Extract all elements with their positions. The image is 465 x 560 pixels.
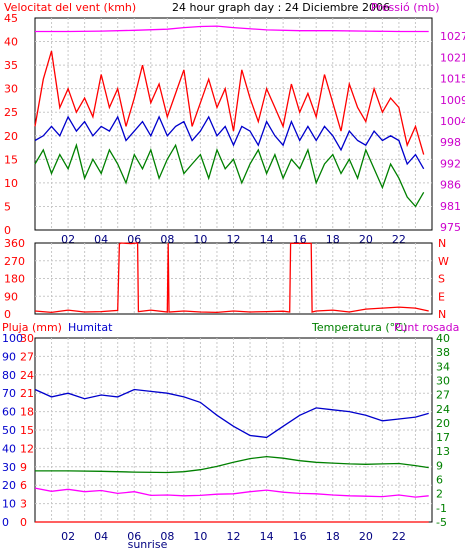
panel1-ytick-label: 35 xyxy=(4,59,18,72)
panel3-xtick-label: 14 xyxy=(260,530,274,543)
panel3-rain-tick-label: 60 xyxy=(2,406,16,419)
panel2-ytick-label: 90 xyxy=(4,290,18,303)
panel1-y2tick-label: 998 xyxy=(440,136,461,149)
panel3-temp-tick-label: 9 xyxy=(436,459,443,472)
panel2-ytick-label: 0 xyxy=(4,308,11,321)
panel1-y2tick-label: 1004 xyxy=(440,115,465,128)
panel2-series-line xyxy=(34,242,429,314)
panel3-inner-tick-label: 12 xyxy=(20,442,34,455)
panel3-xtick-label: 08 xyxy=(160,530,174,543)
panel2-compass-label: N xyxy=(438,308,446,321)
panel3-rain-tick-label: 50 xyxy=(2,424,16,437)
panel3-temp-tick-label: 40 xyxy=(436,332,450,345)
panel1-y2tick-label: 1027 xyxy=(440,30,465,43)
panel3-xtick-label: 20 xyxy=(359,530,373,543)
panel2-compass-label: W xyxy=(438,255,449,268)
panel1-y2tick-label: 1009 xyxy=(440,94,465,107)
panel3-inner-tick-label: 3 xyxy=(20,498,27,511)
panel3-inner-tick-label: 24 xyxy=(20,369,34,382)
panel1-ytick-label: 20 xyxy=(4,130,18,143)
panel3-temp-tick-label: 30 xyxy=(436,374,450,387)
panel3-temp-tick-label: -1 xyxy=(436,502,447,515)
panel3-temp-tick-label: 27 xyxy=(436,389,450,402)
panel2-ytick-label: 270 xyxy=(4,255,25,268)
panel3-rain-tick-label: 70 xyxy=(2,387,16,400)
panel2-compass-label: S xyxy=(438,273,445,286)
panel3-inner-tick-label: 0 xyxy=(20,516,27,529)
panel3-rain-tick-label: 10 xyxy=(2,498,16,511)
panel3-series-line xyxy=(35,455,429,474)
panel3-rain-tick-label: 90 xyxy=(2,350,16,363)
panel3-inner-tick-label: 27 xyxy=(20,350,34,363)
panel2-compass-label: E xyxy=(438,290,445,303)
panel1-y2tick-label: 986 xyxy=(440,179,461,192)
panel1-y2tick-label: 992 xyxy=(440,157,461,170)
panel3-sunrise-label: sunrise xyxy=(128,538,168,551)
panel2-ytick-label: 360 xyxy=(4,237,25,250)
panel1-ytick-label: 40 xyxy=(4,36,18,49)
panel1-y2tick-label: 975 xyxy=(440,221,461,234)
panel1-y2tick-label: 1021 xyxy=(440,51,465,64)
panel3-xtick-label: 12 xyxy=(227,530,241,543)
panel1-series-line xyxy=(34,50,425,155)
panel3-inner-tick-label: 9 xyxy=(20,461,27,474)
panel1-y2tick-label: 1015 xyxy=(440,73,465,86)
panel3-temp-tick-label: 6 xyxy=(436,474,443,487)
panel1-ytick-label: 15 xyxy=(4,153,18,166)
panel3-rain-tick-label: 40 xyxy=(2,442,16,455)
panel1-ytick-label: 0 xyxy=(4,224,11,237)
panel3-temp-tick-label: 20 xyxy=(436,417,450,430)
panel3-temp-tick-label: 13 xyxy=(436,445,450,458)
panel3-temp-label: Temperatura (°C) xyxy=(311,321,407,334)
panel1-ytick-label: 30 xyxy=(4,83,18,96)
panel1-series-line xyxy=(34,115,425,170)
panel1-ytick-label: 10 xyxy=(4,177,18,190)
panel3-rain-tick-label: 30 xyxy=(2,461,16,474)
header-title: 24 hour graph day : 24 Diciembre 2006 xyxy=(172,1,390,14)
panel3-series-line xyxy=(34,487,429,498)
panel3-temp-tick-label: 2 xyxy=(436,488,443,501)
panel3-rain-tick-label: 80 xyxy=(2,369,16,382)
panel3-temp-tick-label: 38 xyxy=(436,346,450,359)
panel2-ytick-label: 180 xyxy=(4,273,25,286)
panel3-inner-tick-label: 18 xyxy=(20,406,34,419)
panel1-series-line xyxy=(35,25,429,33)
panel3-xtick-label: 10 xyxy=(193,530,207,543)
panel3-inner-tick-label: 30 xyxy=(20,332,34,345)
header-wind-label: Velocitat del vent (kmh) xyxy=(4,1,136,14)
panel3-rain-tick-label: 0 xyxy=(2,516,9,529)
panel1-y2tick-label: 981 xyxy=(440,200,461,213)
panel3-temp-tick-label: 17 xyxy=(436,431,450,444)
panel1-ytick-label: 25 xyxy=(4,106,18,119)
panel3-rain-tick-label: 100 xyxy=(2,332,23,345)
panel3-xtick-label: 02 xyxy=(61,530,75,543)
panel2-compass-label: N xyxy=(438,237,446,250)
panel3-xtick-label: 06 xyxy=(127,530,141,543)
panel3-inner-tick-label: 6 xyxy=(20,479,27,492)
panel3-temp-tick-label: 24 xyxy=(436,403,450,416)
panel3-rain-tick-label: 20 xyxy=(2,479,16,492)
panel3-xtick-label: 18 xyxy=(326,530,340,543)
panel3-humitat-label: Humitat xyxy=(68,321,113,334)
panel3-xtick-label: 22 xyxy=(392,530,406,543)
panel1-series-line xyxy=(34,142,425,208)
panel3-dew-label: Punt rosada xyxy=(394,321,459,334)
header-pressure-label: Pressió (mb) xyxy=(371,1,440,14)
panel3-inner-tick-label: 21 xyxy=(20,387,34,400)
panel3-temp-tick-label: -5 xyxy=(436,516,447,529)
panel3-temp-tick-label: 34 xyxy=(436,360,450,373)
panel3-xtick-label: 16 xyxy=(293,530,307,543)
panel1-ytick-label: 5 xyxy=(4,200,11,213)
panel3-xtick-label: 04 xyxy=(94,530,108,543)
panel3-rain-label: Pluja (mm) xyxy=(2,321,62,334)
panel3-series-line xyxy=(34,388,429,439)
panel3-inner-tick-label: 15 xyxy=(20,424,34,437)
panel1-ytick-label: 45 xyxy=(4,12,18,25)
